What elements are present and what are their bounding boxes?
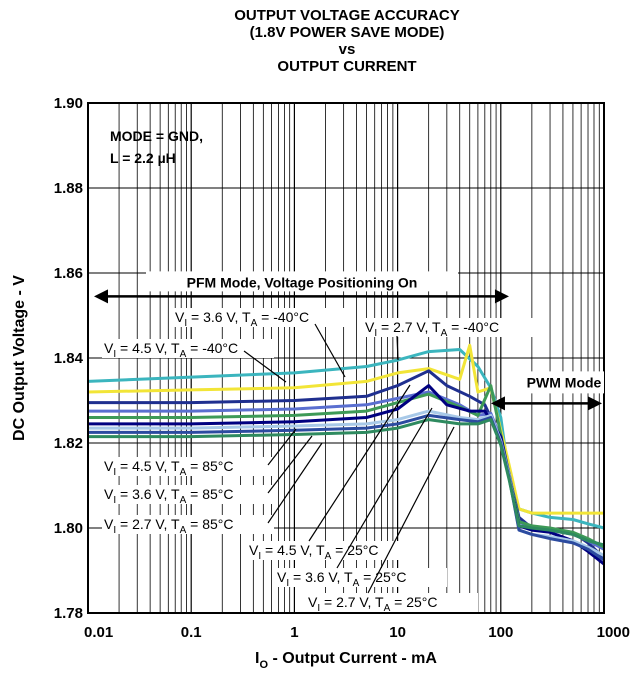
series-labels: VI = 3.6 V, TA = -40°C VI = 2.7 V, TA = -… xyxy=(102,308,535,614)
x-tick-label: 0.1 xyxy=(181,624,202,641)
x-tick-label: 100 xyxy=(488,624,513,641)
series-label-group: VI = 2.7 V, TA = 85°C xyxy=(102,442,323,536)
series-line-8 xyxy=(88,413,605,562)
series-label-text: VI = 4.5 V, TA = -40°C xyxy=(104,340,238,360)
series-label-text: VI = 4.5 V, TA = 85°C xyxy=(104,458,233,478)
y-tick-label: 1.80 xyxy=(54,520,83,537)
pwm-label-bg xyxy=(524,371,604,394)
series-label-bg xyxy=(102,457,274,476)
series-label-bg xyxy=(173,308,345,327)
x-tick-label: 1 xyxy=(290,624,298,641)
chart-title: OUTPUT VOLTAGE ACCURACY (1.8V POWER SAVE… xyxy=(234,7,460,75)
series-label-text: VI = 4.5 V, TA = 25°C xyxy=(249,542,378,562)
series-label-group: VI = 3.6 V, TA = -40°C xyxy=(173,308,346,378)
y-tick-label: 1.88 xyxy=(54,180,83,197)
series-label-leader xyxy=(267,428,297,466)
pfm-arrow-arrowhead-right xyxy=(494,289,509,304)
series-label-leader xyxy=(243,350,287,383)
series-label-bg xyxy=(102,339,274,358)
series-line-7 xyxy=(88,409,605,557)
series-line-9 xyxy=(88,418,605,547)
series-label-group: VI = 4.5 V, TA = 25°C xyxy=(247,384,419,562)
series-label-group: VI = 3.6 V, TA = 25°C xyxy=(275,407,447,589)
y-tick-label: 1.90 xyxy=(54,95,83,112)
plot-frame xyxy=(87,102,605,614)
title-line-1: OUTPUT VOLTAGE ACCURACY xyxy=(234,7,460,24)
y-axis-title: DC Output Voltage - V xyxy=(11,275,28,441)
series-label-leader xyxy=(367,426,455,594)
title-line-4: OUTPUT CURRENT xyxy=(277,58,416,75)
series-label-text: VI = 2.7 V, TA = -40°C xyxy=(365,319,499,339)
y-tick-label: 1.84 xyxy=(54,350,84,367)
series-label-group: VI = 4.5 V, TA = 85°C xyxy=(102,428,297,478)
series-label-group: VI = 3.6 V, TA = 85°C xyxy=(102,435,313,506)
series-line-6 xyxy=(88,384,605,566)
x-axis-title: IO - Output Current - mA xyxy=(255,650,437,671)
y-tick-label: 1.78 xyxy=(54,605,83,622)
series-label-text: VI = 3.6 V, TA = 85°C xyxy=(104,486,233,506)
series-label-text: VI = 3.6 V, TA = 25°C xyxy=(277,569,406,589)
series-label-bg xyxy=(363,318,535,337)
x-tick-label: 10 xyxy=(389,624,406,641)
pfm-mode-label: PFM Mode, Voltage Positioning On xyxy=(187,274,418,290)
axis-titles: IO - Output Current - mA DC Output Voltag… xyxy=(11,275,437,671)
tick-labels: 0.01 0.1 1 10 100 1000 1.78 1.80 1.82 1.84 1.86 1.8… xyxy=(54,95,630,641)
series-label-leader xyxy=(336,407,433,569)
series-label-group: VI = 4.5 V, TA = -40°C xyxy=(102,339,287,383)
series-label-leader xyxy=(314,323,346,378)
y-tick-label: 1.82 xyxy=(54,435,83,452)
series-label-leader xyxy=(396,335,399,361)
series-label-bg xyxy=(306,593,478,612)
pwm-arrow-arrowhead-right xyxy=(588,396,602,411)
title-line-2: (1.8V POWER SAVE MODE) xyxy=(250,24,445,41)
series-label-bg xyxy=(275,568,447,587)
series-label-bg xyxy=(102,515,274,534)
pwm-mode-label: PWM Mode xyxy=(527,374,602,390)
series-label-group: VI = 2.7 V, TA = 25°C xyxy=(306,426,478,614)
annotations: MODE = GND, L = 2.2 µH xyxy=(110,128,203,166)
x-tick-label: 0.01 xyxy=(84,624,113,641)
condition-line-2: L = 2.2 µH xyxy=(110,150,176,166)
condition-line-1: MODE = GND, xyxy=(110,128,203,144)
series-label-leader xyxy=(267,435,313,494)
series-label-leader xyxy=(308,384,411,542)
series-label-bg xyxy=(102,485,274,504)
title-line-3: vs xyxy=(339,41,356,58)
series-label-text: VI = 2.7 V, TA = 85°C xyxy=(104,516,233,536)
series-line-2 xyxy=(87,343,604,515)
y-tick-label: 1.86 xyxy=(54,265,83,282)
pwm-arrow-arrowhead-left xyxy=(490,396,505,411)
series-label-text: VI = 2.7 V, TA = 25°C xyxy=(308,594,437,614)
series-label-text: VI = 3.6 V, TA = -40°C xyxy=(175,309,309,329)
series-label-leader xyxy=(267,442,323,524)
mode-regions: PFM Mode, Voltage Positioning On PWM Mode xyxy=(94,271,604,411)
series-lines xyxy=(87,343,606,566)
pfm-label-bg xyxy=(146,271,458,292)
series-label-group: VI = 2.7 V, TA = -40°C xyxy=(363,318,535,361)
pfm-arrow-arrowhead-left xyxy=(94,289,108,304)
x-tick-label: 1000 xyxy=(597,624,630,641)
series-line-5 xyxy=(88,384,605,549)
series-label-bg xyxy=(247,541,419,560)
